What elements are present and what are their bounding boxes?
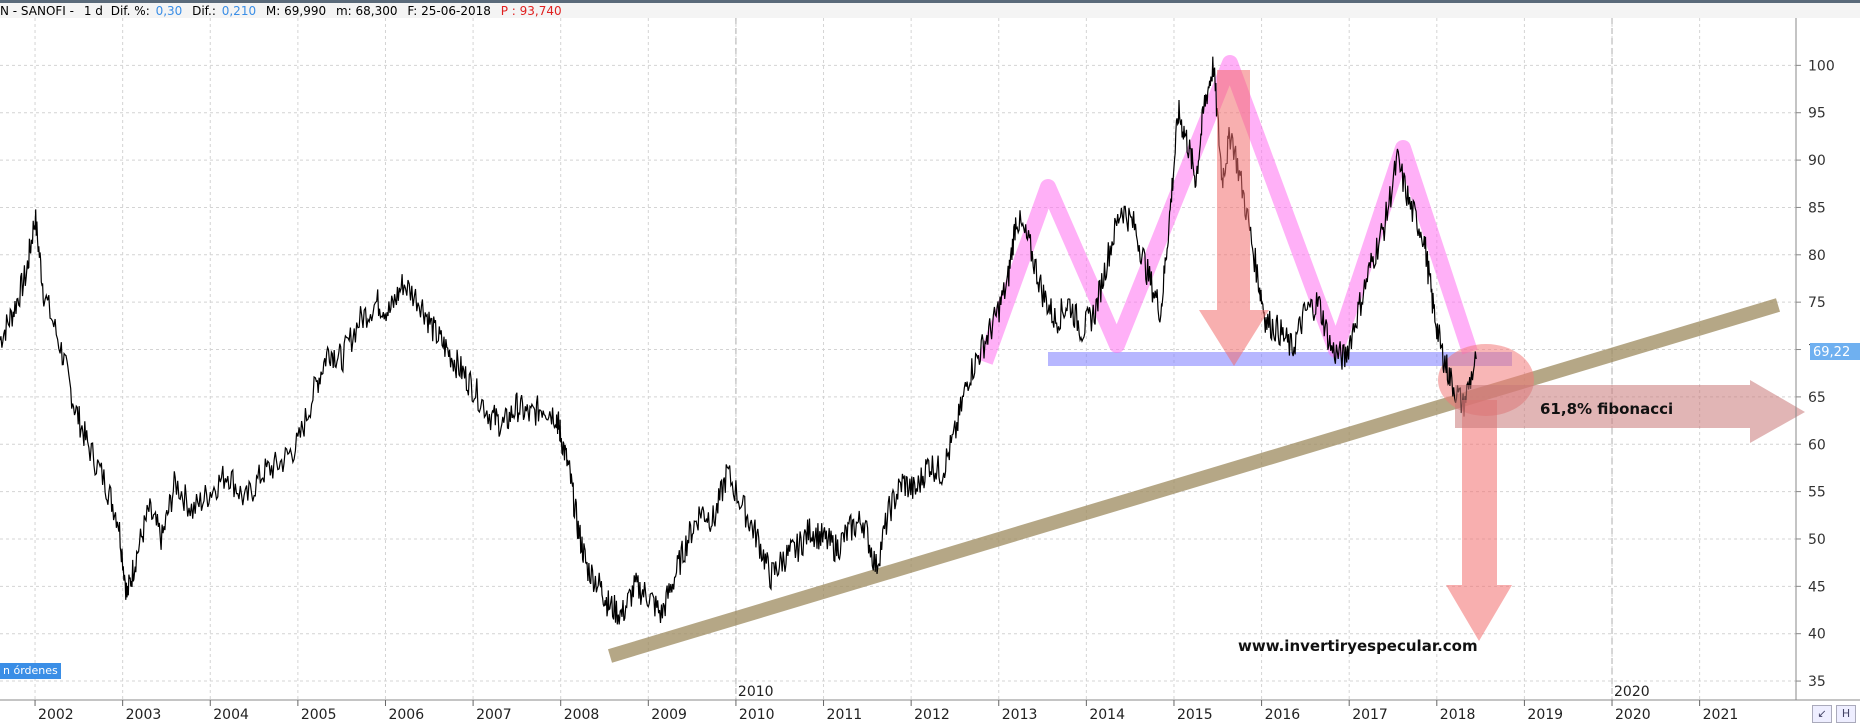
x-tick-label: 2003: [126, 707, 162, 723]
min-label: m: 68,300: [336, 4, 398, 18]
header-info: N - SANOFI - 1 d Dif. %: 0,30 Dif.: 0,21…: [0, 4, 562, 18]
support-trendline: [607, 298, 1781, 663]
x-tick-label: 2021: [1703, 707, 1739, 723]
y-axis: 35404550556065707580859095100: [1796, 58, 1835, 690]
y-tick-label: 85: [1808, 200, 1826, 216]
x-tick-label: 2020: [1615, 707, 1651, 723]
x-tick-label: 2011: [827, 707, 863, 723]
top-border: [0, 0, 1860, 3]
x-tick-label: 2018: [1440, 707, 1476, 723]
y-tick-label: 40: [1808, 627, 1826, 643]
dif-pct-value: 0,30: [156, 4, 183, 18]
x-tick-label: 2017: [1352, 707, 1388, 723]
y-tick-label: 75: [1808, 295, 1826, 311]
max-label: M: 69,990: [266, 4, 326, 18]
price-tag-box: [1810, 343, 1860, 360]
x-tick-label: 2012: [914, 707, 950, 723]
x-tick-label: 2015: [1177, 707, 1213, 723]
y-tick-label: 50: [1808, 532, 1826, 548]
date-label: F: 25-06-2018: [407, 4, 491, 18]
pattern-overlays: [607, 55, 1781, 663]
orders-button[interactable]: n órdenes: [0, 663, 61, 679]
timeframe: 1 d: [84, 4, 103, 18]
x-tick-label: 2008: [564, 707, 600, 723]
x-tick-label: 2002: [38, 707, 74, 723]
fibonacci-arrow-right: [1455, 380, 1805, 443]
fibonacci-label: 61,8% fibonacci: [1540, 400, 1673, 418]
target-arrow-down-1: [1199, 70, 1269, 366]
neckline-band: [1048, 352, 1512, 366]
x-tick-label: 2014: [1089, 707, 1125, 723]
y-tick-label: 90: [1808, 153, 1826, 169]
x-tick-label: 2009: [651, 707, 687, 723]
p-label: P : 93,740: [501, 4, 562, 18]
y-tick-label: 65: [1808, 390, 1826, 406]
x-axis: 2002 2003 2004 2005 2006 2007 2008 2009 2010 2011…: [34, 700, 1739, 723]
x-tick-label: 2019: [1527, 707, 1563, 723]
hand-icon[interactable]: H: [1836, 705, 1856, 723]
dif-label: Dif.:: [192, 4, 216, 18]
x-tick-label: 2010: [739, 707, 775, 723]
x-tick-label: 2016: [1265, 707, 1301, 723]
symbol: N - SANOFI -: [0, 4, 74, 18]
header-bar: [0, 3, 1860, 18]
dif-value: 0,210: [222, 4, 256, 18]
triple-top-pattern: [977, 55, 1478, 365]
y-tick-label: 55: [1808, 485, 1826, 501]
y-tick-label: 95: [1808, 106, 1826, 122]
dif-pct-label: Dif. %:: [111, 4, 150, 18]
x-tick-label: 2006: [388, 707, 424, 723]
x-tick-label: 2013: [1002, 707, 1038, 723]
y-tick-label: 35: [1808, 674, 1826, 690]
website-label: www.invertiryespecular.com: [1238, 637, 1478, 655]
y-tick-label: 45: [1808, 579, 1826, 595]
y-tick-label: 80: [1808, 248, 1826, 264]
arrows: [1199, 70, 1805, 641]
nav-left-icon[interactable]: ↙: [1812, 705, 1832, 723]
x-tick-label: 2005: [301, 707, 337, 723]
decade-label: 2020: [1614, 684, 1650, 700]
x-tick-label: 2004: [213, 707, 249, 723]
y-tick-label: 60: [1808, 437, 1826, 453]
price-tag: 69,22: [1813, 345, 1850, 360]
decade-label: 2010: [738, 684, 774, 700]
gridlines: [0, 18, 1796, 700]
y-tick-label: 100: [1808, 58, 1835, 74]
target-arrow-down-2: [1446, 400, 1512, 641]
x-tick-label: 2007: [476, 707, 512, 723]
